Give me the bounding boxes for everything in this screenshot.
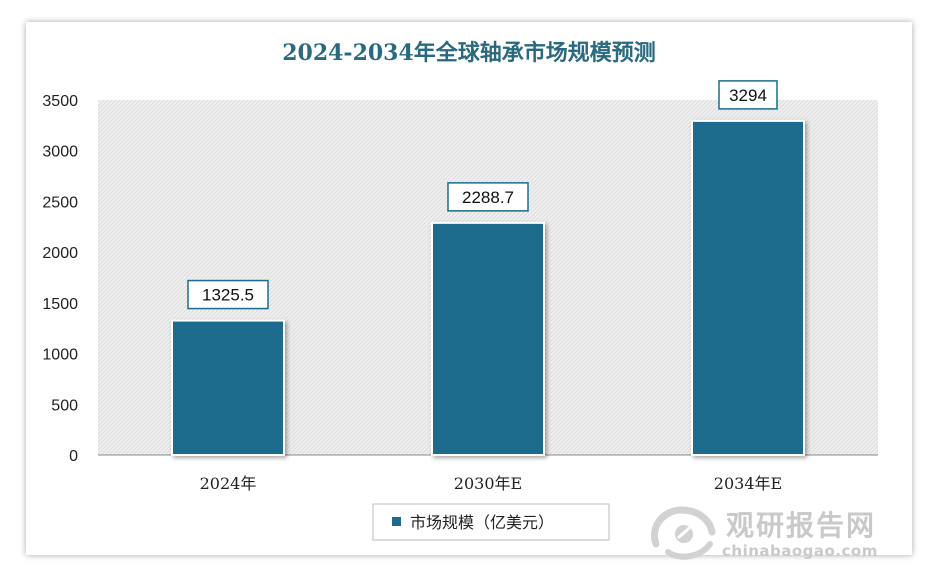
watermark-name: 观研报告网 bbox=[726, 509, 877, 542]
bar bbox=[691, 119, 805, 456]
y-tick-label: 2000 bbox=[42, 245, 78, 262]
bar-series: 1325.5 2288.7 3294 bbox=[171, 80, 805, 456]
chart-frame: 2024-2034年全球轴承市场规模预测 0 500 1000 1500 2000 250… bbox=[26, 22, 912, 560]
chart-title: 2024-2034年全球轴承市场规模预测 bbox=[282, 40, 656, 66]
y-tick-label: 2500 bbox=[42, 194, 78, 211]
bar bbox=[431, 221, 545, 456]
legend-label: 市场规模（亿美元） bbox=[410, 513, 554, 532]
bar-chart: 2024-2034年全球轴承市场规模预测 0 500 1000 1500 2000 250… bbox=[42, 40, 878, 541]
y-tick-label: 1500 bbox=[42, 296, 78, 313]
legend-swatch bbox=[392, 517, 401, 526]
y-tick-label: 1000 bbox=[42, 347, 78, 364]
y-tick-label: 3000 bbox=[42, 144, 78, 161]
data-label-box bbox=[447, 182, 529, 212]
y-tick-label: 0 bbox=[69, 448, 78, 465]
data-label: 2288.7 bbox=[462, 188, 514, 207]
chinabaogao-logo-icon bbox=[651, 506, 716, 560]
legend: 市场规模（亿美元） bbox=[372, 503, 610, 541]
x-tick-label: 2030年E bbox=[454, 474, 522, 493]
y-tick-label: 3500 bbox=[42, 93, 78, 110]
data-label: 3294 bbox=[729, 86, 767, 105]
watermark-url: chinabaogao.com bbox=[722, 542, 878, 560]
x-axis: 2024年 2030年E 2034年E bbox=[200, 474, 783, 493]
data-label: 1325.5 bbox=[202, 286, 254, 305]
y-axis: 0 500 1000 1500 2000 2500 3000 3500 bbox=[42, 93, 78, 465]
data-label-box bbox=[718, 80, 778, 110]
bar bbox=[171, 319, 285, 456]
x-tick-label: 2024年 bbox=[200, 474, 257, 493]
data-label-box bbox=[187, 279, 269, 310]
watermark: 观研报告网 chinabaogao.com bbox=[648, 498, 898, 568]
legend-box bbox=[372, 503, 610, 541]
y-tick-label: 500 bbox=[51, 397, 78, 414]
x-tick-label: 2034年E bbox=[714, 474, 782, 493]
